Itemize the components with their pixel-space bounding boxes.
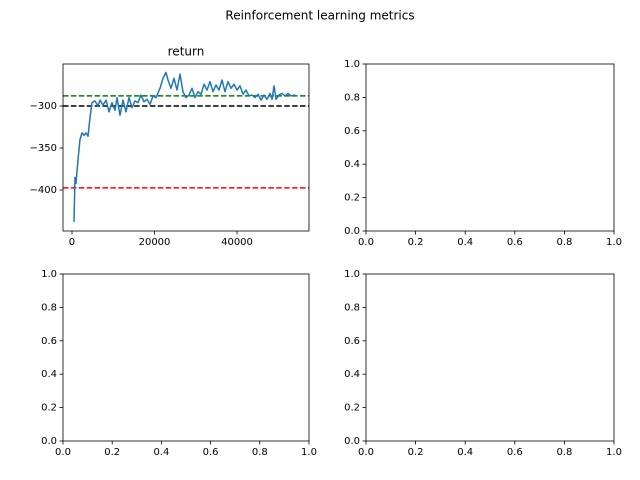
- x-tick-label: 0.2: [408, 447, 424, 458]
- y-tick-label: −350: [30, 143, 57, 154]
- x-tick-label: 0.0: [358, 237, 374, 248]
- y-tick-label: −400: [30, 185, 57, 196]
- figure-title: Reinforcement learning metrics: [225, 9, 414, 23]
- y-tick-label: 0.8: [344, 302, 360, 313]
- series-line: [73, 71, 298, 222]
- axes-frame: [62, 273, 310, 442]
- y-tick-label: 1.0: [344, 269, 360, 280]
- y-tick-label: 0.2: [41, 403, 57, 414]
- x-tick-label: 0.2: [408, 237, 424, 248]
- x-tick-label: 0.0: [358, 447, 374, 458]
- x-tick-label: 0.8: [556, 447, 572, 458]
- x-tick-label: 0.8: [252, 447, 268, 458]
- x-tick-label: 0.6: [507, 237, 523, 248]
- axes-frame: [365, 273, 615, 442]
- axes-frame: [365, 63, 615, 232]
- y-tick-label: 0.6: [344, 336, 360, 347]
- x-tick-label: 0.6: [507, 447, 523, 458]
- y-tick-label: 1.0: [41, 269, 57, 280]
- x-tick-label: 0: [69, 237, 75, 248]
- x-tick-label: 20000: [139, 237, 171, 248]
- x-tick-label: 0.8: [556, 237, 572, 248]
- x-tick-label: 40000: [221, 237, 253, 248]
- y-tick-label: 0.4: [41, 369, 57, 380]
- y-tick-label: 0.2: [344, 193, 360, 204]
- y-tick-label: 0.6: [344, 126, 360, 137]
- x-tick-label: 1.0: [606, 447, 622, 458]
- y-tick-label: −300: [30, 101, 57, 112]
- y-tick-label: 1.0: [344, 59, 360, 70]
- y-tick-label: 0.8: [344, 92, 360, 103]
- x-tick-label: 0.4: [457, 237, 473, 248]
- x-tick-label: 1.0: [301, 447, 317, 458]
- y-tick-label: 0.4: [344, 159, 360, 170]
- y-tick-label: 0.4: [344, 369, 360, 380]
- axes-title: return: [168, 45, 205, 59]
- y-tick-label: 0.0: [344, 436, 360, 447]
- x-tick-label: 0.0: [55, 447, 71, 458]
- x-tick-label: 1.0: [606, 237, 622, 248]
- x-tick-label: 0.4: [153, 447, 169, 458]
- y-tick-label: 0.0: [344, 226, 360, 237]
- x-tick-label: 0.6: [203, 447, 219, 458]
- y-tick-label: 0.8: [41, 302, 57, 313]
- y-tick-label: 0.2: [344, 403, 360, 414]
- y-tick-label: 0.0: [41, 436, 57, 447]
- y-tick-label: 0.6: [41, 336, 57, 347]
- axes-frame: [62, 63, 310, 232]
- x-tick-label: 0.4: [457, 447, 473, 458]
- x-tick-label: 0.2: [104, 447, 120, 458]
